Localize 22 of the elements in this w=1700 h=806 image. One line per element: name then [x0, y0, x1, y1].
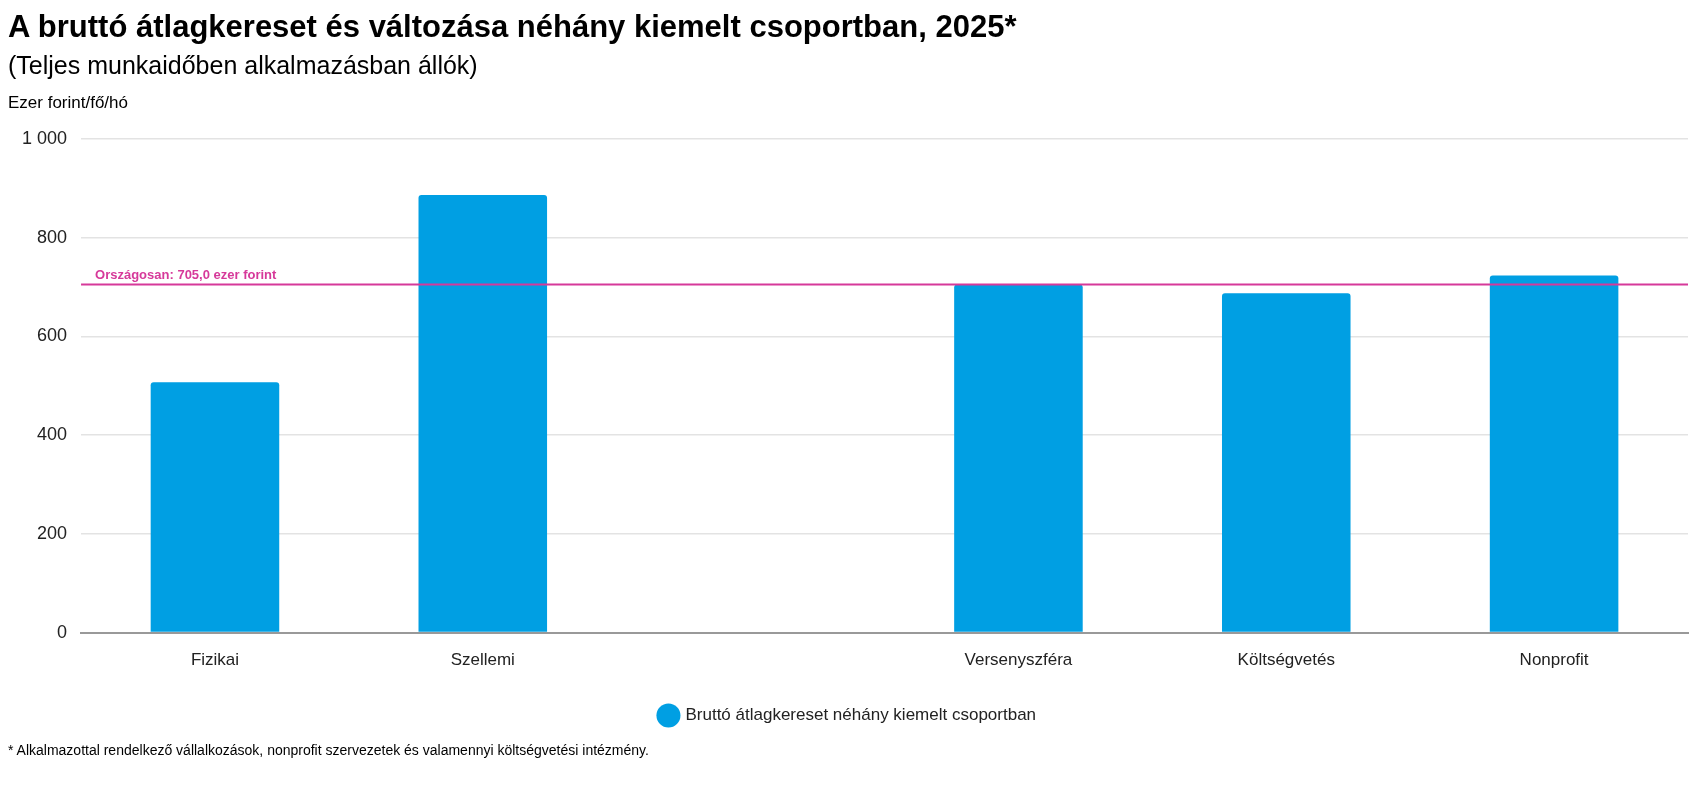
legend-label: Bruttó átlagkereset néhány kiemelt csoportban [685, 705, 1037, 725]
chart-subtitle: (Teljes munkaidőben alkalmazásban állók) [8, 50, 479, 81]
x-tick-label: Szellemi [450, 650, 515, 670]
y-tick-label: 600 [37, 325, 68, 346]
bar [954, 284, 1083, 632]
x-tick-label: Versenyszféra [964, 650, 1073, 670]
chart-title: A bruttó átlagkereset és változása néhány kiemelt csoportban, 2025* [8, 8, 1018, 46]
bar [418, 195, 548, 632]
x-tick-label: Fizikai [190, 650, 240, 670]
y-tick-label: 1 000 [22, 127, 68, 148]
bar [1221, 293, 1351, 632]
bar [1489, 275, 1619, 632]
y-tick-label: 400 [37, 424, 68, 445]
y-tick-label: 800 [37, 226, 68, 247]
x-tick-label: Nonprofit [1519, 650, 1589, 670]
y-axis-title: Ezer forint/fő/hó [8, 92, 129, 114]
bar [150, 382, 280, 632]
ref-line-label: Országosan: 705,0 ezer forint [95, 266, 278, 282]
y-tick-label: 200 [37, 522, 68, 543]
y-tick-label: 0 [57, 621, 68, 642]
text: * Alkalmazottal rendelkező vállalkozások, nonprofit szervezetek és valamennyi költségvetési intézmény. [8, 742, 650, 758]
x-tick-label: Költségvetés [1237, 650, 1335, 670]
